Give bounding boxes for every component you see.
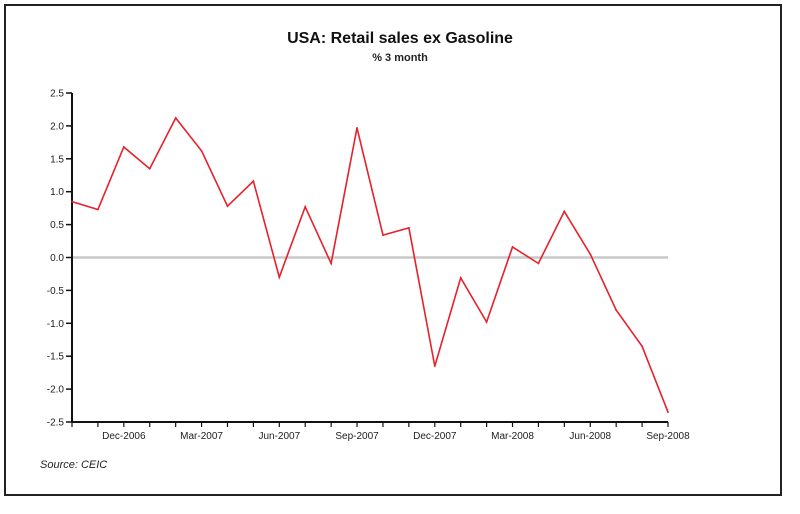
- data-point: [356, 126, 358, 129]
- data-point: [511, 246, 514, 248]
- data-point: [537, 262, 540, 265]
- data-point: [382, 234, 384, 237]
- y-tick-label: -2.0: [47, 385, 65, 396]
- y-tick-label: -1.0: [47, 319, 65, 330]
- data-point: [485, 321, 488, 323]
- y-tick-label: 2.5: [50, 89, 64, 100]
- data-point: [174, 117, 177, 119]
- data-point: [226, 205, 229, 208]
- data-point: [330, 262, 333, 265]
- y-tick-label: 0.0: [50, 253, 64, 264]
- x-tick-label: Mar-2008: [491, 431, 534, 442]
- data-point: [407, 226, 410, 229]
- data-point: [200, 150, 203, 152]
- chart-frame: [4, 4, 782, 496]
- y-tick-label: -0.5: [47, 286, 65, 297]
- data-point: [563, 210, 566, 213]
- x-tick-label: Dec-2006: [102, 431, 146, 442]
- x-tick-label: Mar-2007: [180, 431, 223, 442]
- y-tick-label: -2.5: [47, 418, 65, 429]
- x-tick-label: Dec-2007: [413, 431, 457, 442]
- data-point: [252, 180, 255, 183]
- y-tick-label: 1.0: [50, 187, 64, 198]
- x-tick-label: Jun-2008: [569, 431, 611, 442]
- data-point: [667, 411, 669, 414]
- data-point: [122, 146, 125, 148]
- data-point: [304, 205, 307, 208]
- chart-title: USA: Retail sales ex Gasoline: [287, 30, 513, 47]
- x-tick-label: Sep-2008: [646, 431, 690, 442]
- data-point: [589, 253, 592, 256]
- y-tick-label: 1.5: [50, 154, 64, 165]
- data-point: [433, 365, 436, 367]
- y-tick-label: 2.0: [50, 121, 64, 132]
- y-tick-label: -1.5: [47, 352, 65, 363]
- x-tick-label: Sep-2007: [335, 431, 379, 442]
- series-line: [71, 116, 669, 413]
- x-tick-label: Jun-2007: [258, 431, 300, 442]
- data-point: [148, 167, 151, 170]
- data-point: [97, 208, 99, 211]
- y-tick-label: 0.5: [50, 220, 64, 231]
- data-point: [641, 345, 643, 348]
- data-point: [459, 276, 462, 279]
- chart-subtitle: % 3 month: [372, 52, 428, 64]
- data-point: [615, 309, 618, 312]
- data-point: [71, 200, 73, 203]
- data-point: [278, 276, 281, 279]
- chart-source: Source: CEIC: [40, 459, 108, 471]
